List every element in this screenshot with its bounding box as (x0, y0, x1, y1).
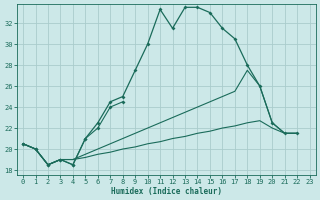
X-axis label: Humidex (Indice chaleur): Humidex (Indice chaleur) (111, 187, 222, 196)
